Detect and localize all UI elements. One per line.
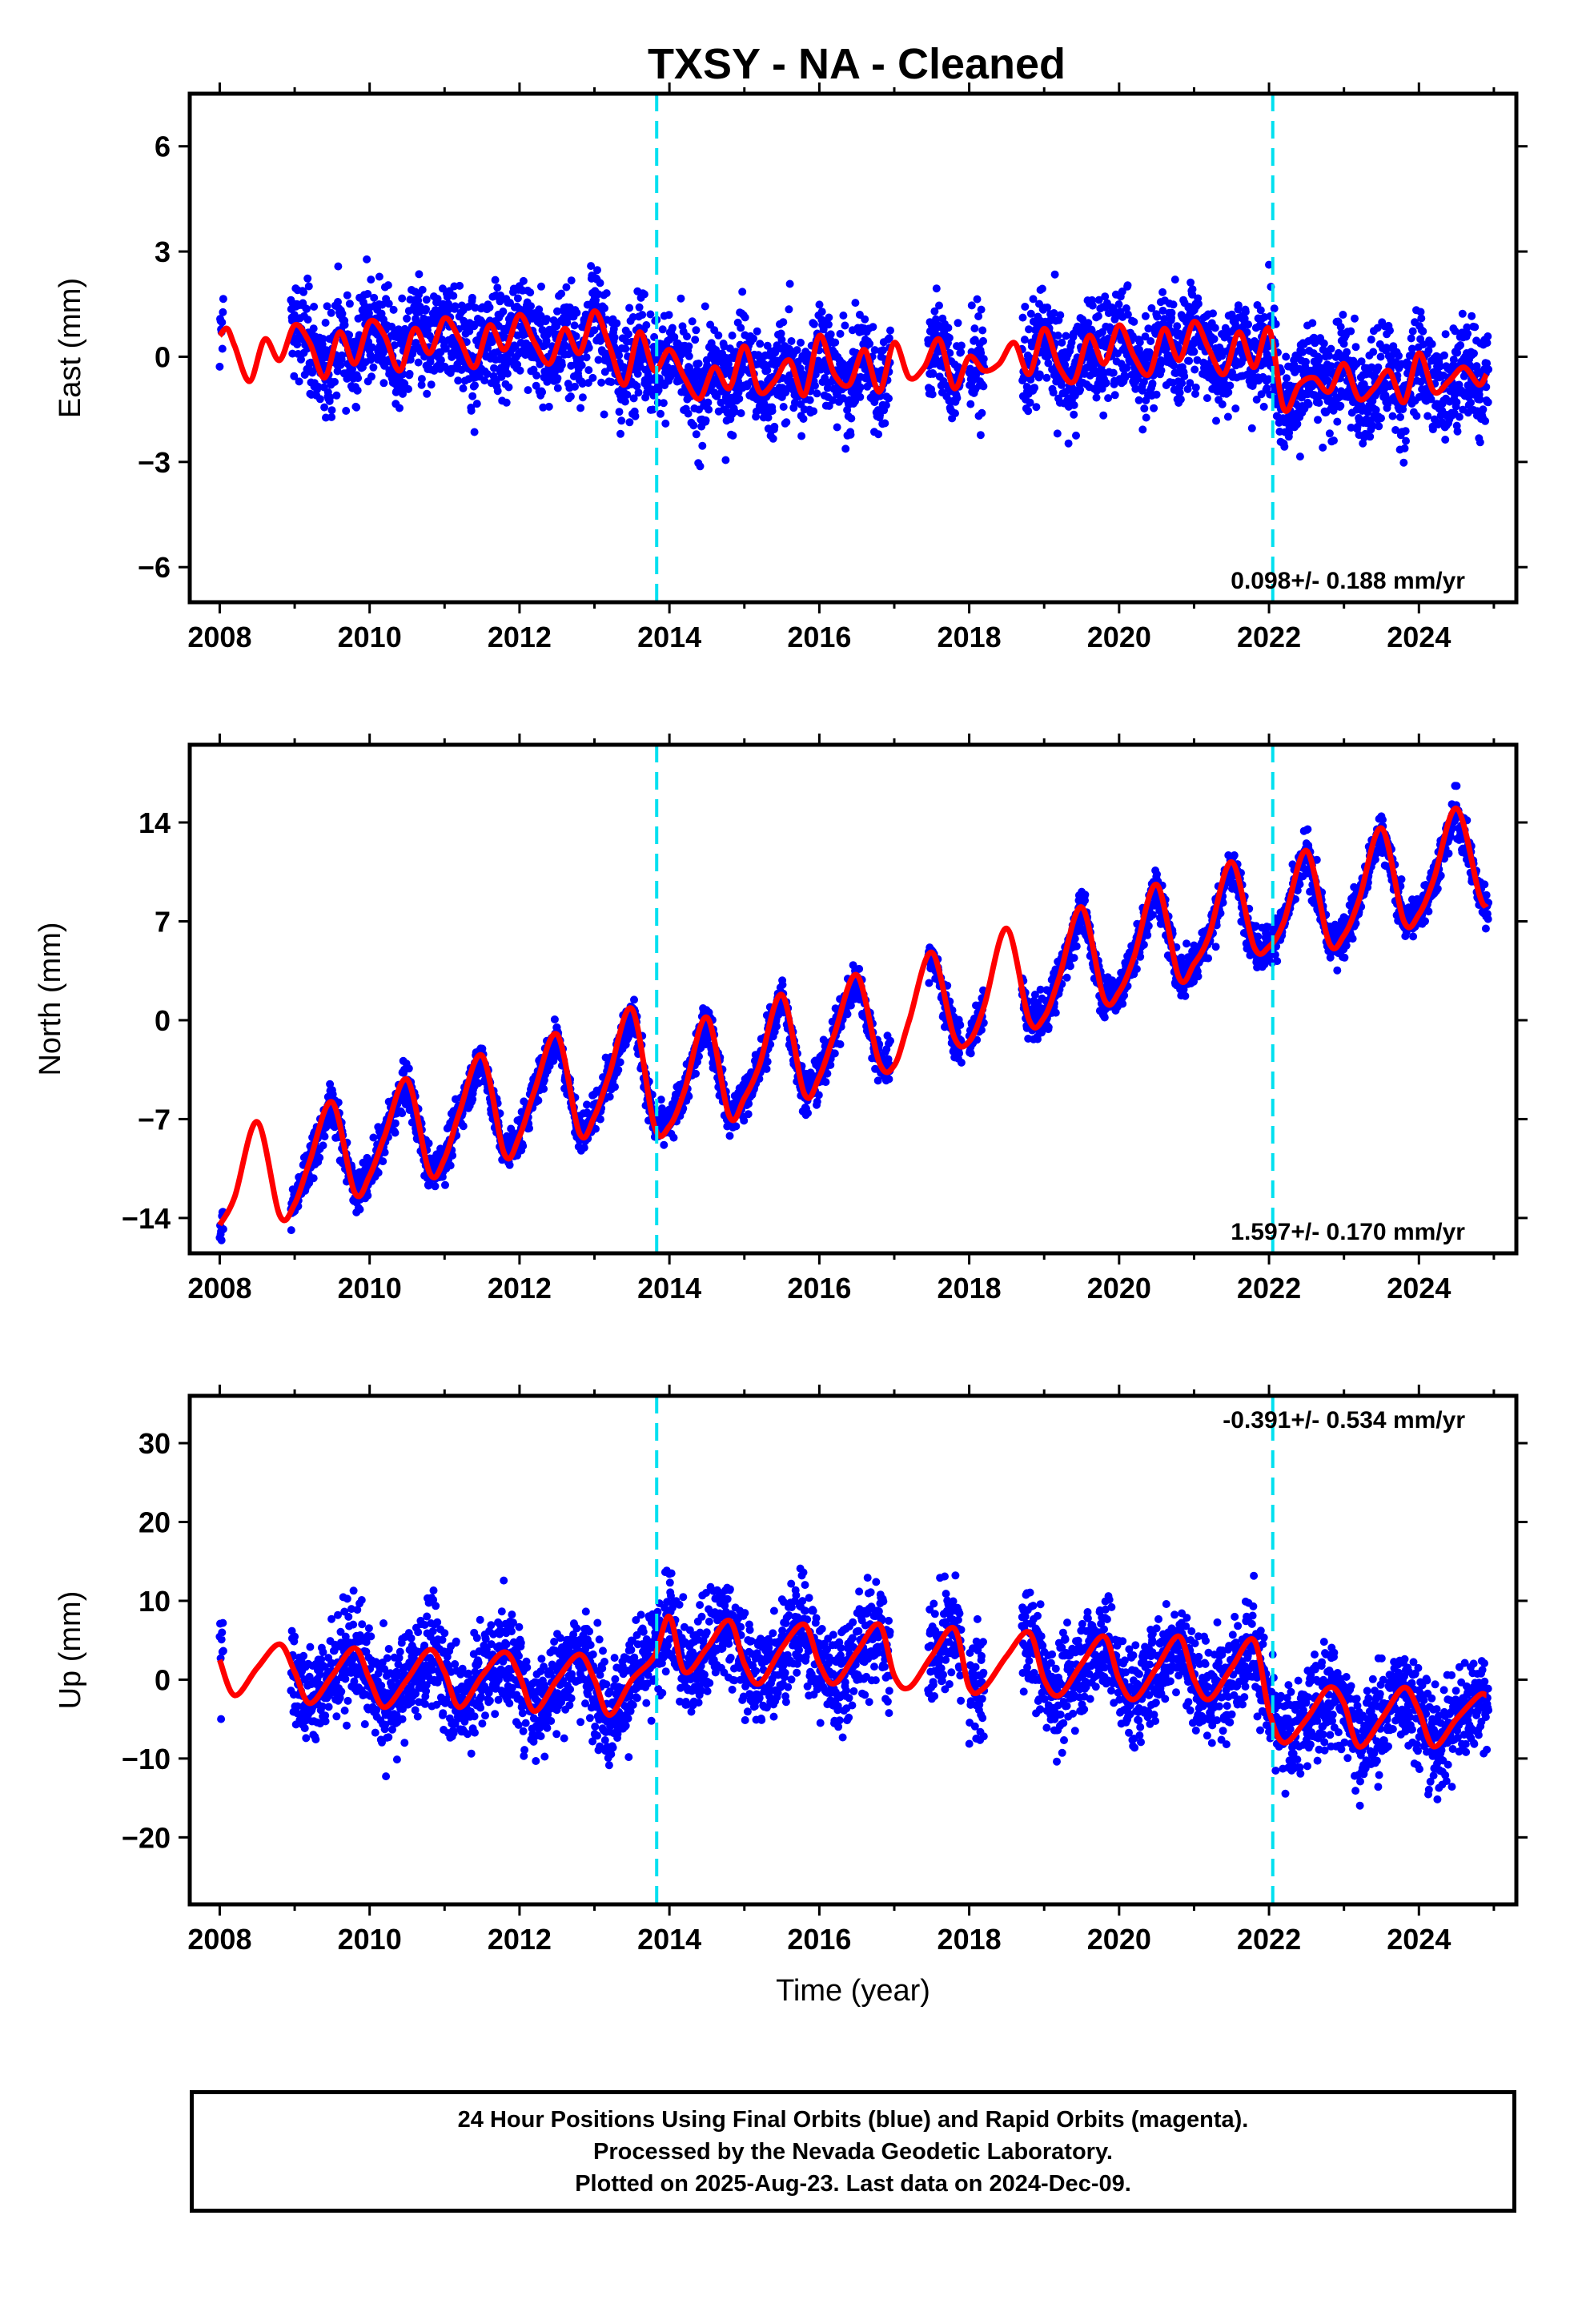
y-tick-label: −7 xyxy=(138,1103,171,1136)
plot-frame xyxy=(187,742,1519,1256)
x-tick-label: 2020 xyxy=(1087,1272,1151,1305)
position-points xyxy=(215,255,1493,471)
y-axis-label: North (mm) xyxy=(34,922,67,1076)
y-axis-label: East (mm) xyxy=(54,278,87,418)
x-tick-label: 2020 xyxy=(1087,1923,1151,1956)
y-tick-label: 14 xyxy=(139,806,171,839)
y-tick-label: −3 xyxy=(138,446,171,479)
plot-area xyxy=(215,94,1493,602)
x-tick-label: 2024 xyxy=(1387,621,1451,653)
x-tick-label: 2018 xyxy=(938,621,1002,653)
panel-3: 2008 2010 2012 2014 2016 2018 2020 2022 20243020… xyxy=(54,1385,1528,2008)
velocity-rate-label: 0.098+/- 0.188 mm/yr xyxy=(1231,568,1465,594)
y-tick-label: 0 xyxy=(155,1663,171,1696)
x-tick-label: 2020 xyxy=(1087,621,1151,653)
daily-position-dots xyxy=(215,782,1493,1244)
x-tick-label: 2016 xyxy=(787,1272,851,1305)
x-tick-label: 2010 xyxy=(338,1923,402,1956)
y-tick-label: 30 xyxy=(139,1427,171,1460)
x-tick-label: 2024 xyxy=(1387,1272,1451,1305)
footer-line-3: Plotted on 2025-Aug-23. Last data on 202… xyxy=(575,2170,1131,2197)
x-tick-label: 2008 xyxy=(187,1272,251,1305)
model-fit-line xyxy=(217,1614,1488,1750)
velocity-rate-label: 1.597+/- 0.170 mm/yr xyxy=(1231,1219,1465,1245)
x-tick-label: 2014 xyxy=(637,1272,701,1305)
x-tick-label: 2012 xyxy=(488,621,552,653)
figure-title: TXSY - NA - Cleaned xyxy=(648,40,1066,88)
x-tick-label: 2016 xyxy=(787,621,851,653)
footer-line-1: 24 Hour Positions Using Final Orbits (bl… xyxy=(457,2106,1249,2133)
y-tick-label: 7 xyxy=(155,905,171,938)
y-tick-label: 20 xyxy=(139,1506,171,1539)
x-tick-label: 2022 xyxy=(1237,621,1301,653)
x-tick-label: 2012 xyxy=(488,1923,552,1956)
plot-area xyxy=(215,745,1493,1253)
footer-info-box: 24 Hour Positions Using Final Orbits (bl… xyxy=(190,2090,1516,2213)
x-tick-label: 2016 xyxy=(787,1923,851,1956)
panel-2: 2008 2010 2012 2014 2016 2018 2020 2022 2024 14 7 0… xyxy=(34,734,1528,1305)
x-tick-label: 2018 xyxy=(938,1272,1002,1305)
y-tick-label: 0 xyxy=(155,340,171,373)
daily-position-dots xyxy=(215,255,1493,471)
plot-area xyxy=(215,1396,1493,1904)
y-tick-label: −20 xyxy=(122,1821,171,1854)
x-tick-label: 2018 xyxy=(938,1923,1002,1956)
y-axis-label: Up (mm) xyxy=(54,1591,87,1710)
y-tick-label: −14 xyxy=(122,1202,171,1235)
y-tick-label: 0 xyxy=(155,1004,171,1037)
plot-frame xyxy=(187,91,1519,605)
panel-1: 2008 2010 2012 2014 2016 2018 2020 2022 2024 6 3 0 −… xyxy=(54,82,1528,653)
x-tick-label: 2010 xyxy=(338,621,402,653)
daily-position-dots xyxy=(215,1564,1493,1810)
position-points xyxy=(215,1564,1493,1810)
x-tick-label: 2022 xyxy=(1237,1923,1301,1956)
x-tick-label: 2010 xyxy=(338,1272,402,1305)
velocity-rate-label: -0.391+/- 0.534 mm/yr xyxy=(1223,1407,1465,1433)
plot-frame xyxy=(187,1393,1519,1907)
x-tick-label: 2008 xyxy=(187,1923,251,1956)
x-tick-label: 2022 xyxy=(1237,1272,1301,1305)
y-tick-label: 6 xyxy=(155,131,171,163)
x-tick-label: 2012 xyxy=(488,1272,552,1305)
y-tick-label: −10 xyxy=(122,1743,171,1775)
y-tick-label: −6 xyxy=(138,551,171,584)
position-points xyxy=(215,782,1493,1244)
y-tick-label: 10 xyxy=(139,1585,171,1618)
x-tick-label: 2014 xyxy=(637,621,701,653)
footer-line-2: Processed by the Nevada Geodetic Laborat… xyxy=(593,2138,1113,2165)
x-axis-label: Time (year) xyxy=(776,1974,930,2008)
model-fit-line xyxy=(217,308,1489,414)
x-tick-label: 2024 xyxy=(1387,1923,1451,1956)
x-tick-label: 2008 xyxy=(187,621,251,653)
model-fit-line xyxy=(217,805,1489,1227)
y-tick-label: 3 xyxy=(155,235,171,268)
x-tick-label: 2014 xyxy=(637,1923,701,1956)
